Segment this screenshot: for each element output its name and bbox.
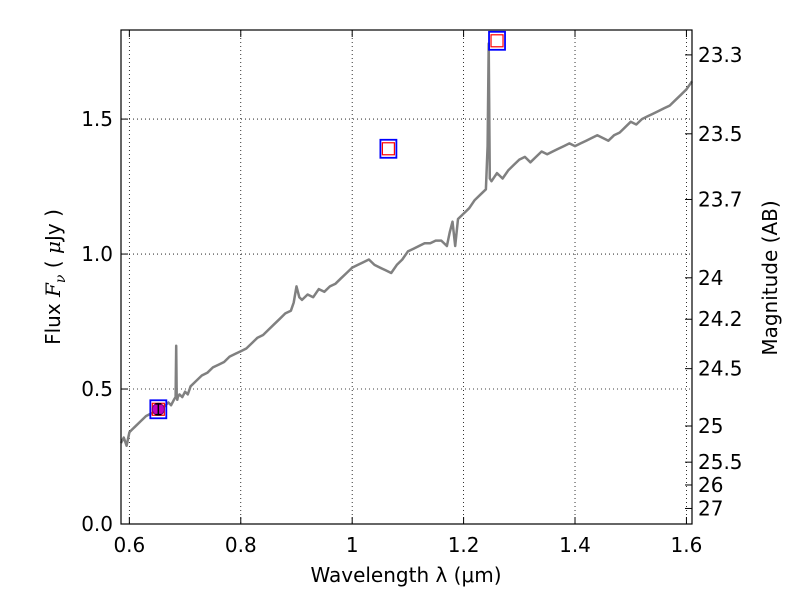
right-tick-label: 23.5 xyxy=(698,122,743,146)
right-tick-label: 27 xyxy=(698,496,723,520)
x-tick-label: 1.4 xyxy=(559,533,591,557)
right-tick-label: 24 xyxy=(698,266,723,290)
right-tick-label: 25 xyxy=(698,414,723,438)
y-axis-label-jy: Jy ) xyxy=(41,209,65,243)
y-tick-label: 1.5 xyxy=(81,107,113,131)
y-tick-label: 1.0 xyxy=(81,242,113,266)
right-tick-label: 24.2 xyxy=(698,307,743,331)
y-tick-label: 0.5 xyxy=(81,377,113,401)
x-tick-label: 0.6 xyxy=(113,533,145,557)
y-axis-label-subscript: ν xyxy=(53,274,69,283)
ticks: 0.6 0.8 1 1.2 1.4 1.6 0.0 0.5 1.0 1.5 23.3 23.5 23.7… xyxy=(81,30,743,557)
x-tick-label: 1.2 xyxy=(448,533,480,557)
right-tick-label: 23.7 xyxy=(698,187,743,211)
right-axis-label: Magnitude (AB) xyxy=(758,200,782,355)
right-tick-label: 26 xyxy=(698,473,723,497)
y-axis-label-mu: μ xyxy=(41,241,65,254)
spectrum-line xyxy=(119,42,694,447)
photometry-marker xyxy=(149,399,168,420)
x-tick-label: 1.6 xyxy=(671,533,703,557)
x-axis-label: Wavelength λ (μm) xyxy=(310,563,501,587)
right-tick-label: 24.5 xyxy=(698,357,743,381)
right-tick-label: 25.5 xyxy=(698,450,743,474)
y-axis-label-symbol: F xyxy=(41,282,65,298)
series-layer xyxy=(119,30,694,447)
plot-frame xyxy=(120,29,693,525)
photometry-marker-inner xyxy=(490,34,504,48)
photometry-marker-inner xyxy=(381,142,395,156)
photometry-marker xyxy=(488,30,506,51)
y-tick-label: 0.0 xyxy=(81,512,113,536)
x-tick-label: 1 xyxy=(346,533,359,557)
y-axis-label-flux: Flux xyxy=(41,297,65,345)
x-tick-label: 0.8 xyxy=(225,533,257,557)
right-tick-label: 23.3 xyxy=(698,43,743,67)
photometry-marker xyxy=(379,138,398,159)
y-axis-label: Flux Fν ( μJy ) xyxy=(41,209,69,345)
y-axis-label-unit: ( xyxy=(41,254,65,275)
